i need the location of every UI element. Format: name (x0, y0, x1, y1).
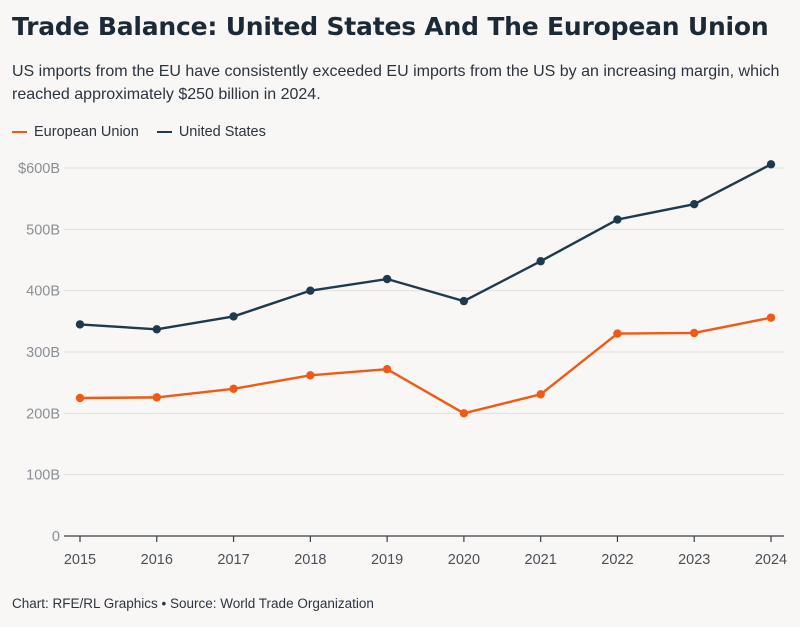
data-point-us (306, 286, 315, 295)
data-point-eu (382, 364, 392, 374)
x-tick-label: 2020 (448, 552, 480, 568)
data-point-us (152, 325, 161, 334)
legend-item-eu: European Union (12, 124, 139, 140)
y-tick-label: 400B (26, 284, 60, 300)
y-tick-label: 0 (52, 529, 60, 545)
gridlines (64, 167, 784, 476)
legend-swatch-us (156, 131, 172, 133)
data-point-us (690, 199, 699, 209)
series-line-eu (79, 316, 772, 415)
data-point-eu (75, 393, 85, 403)
y-axis-labels: 0 100B 200B 300B 400B 500B $600B (18, 161, 60, 545)
x-tick-label: 2015 (64, 552, 96, 568)
data-point-us (75, 320, 85, 329)
x-tick-label: 2023 (678, 552, 710, 568)
data-point-us (536, 257, 545, 266)
series-line-us (79, 163, 772, 331)
data-point-us (229, 312, 238, 321)
legend-label-us: United States (178, 124, 266, 140)
data-point-eu (613, 329, 622, 338)
data-point-eu (690, 328, 699, 338)
data-point-us (766, 160, 776, 169)
series-group (75, 160, 776, 418)
data-point-eu (306, 371, 315, 380)
legend-swatch-eu (12, 131, 27, 133)
x-tick-label: 2018 (294, 552, 326, 568)
legend-label-eu: European Union (34, 124, 139, 140)
chart-footer: Chart: RFE/RL Graphics • Source: World T… (12, 596, 374, 611)
y-tick-label: 200B (26, 406, 60, 422)
y-tick-label: 100B (26, 468, 60, 484)
data-point-eu (459, 409, 469, 418)
x-tick-label: 2019 (371, 552, 403, 568)
x-tick-label: 2021 (525, 552, 557, 568)
data-point-eu (536, 390, 545, 399)
x-tick-label: 2022 (601, 552, 633, 568)
y-tick-label: 300B (26, 345, 60, 361)
y-tick-label: 500B (26, 222, 60, 238)
y-tick-label: $600B (18, 161, 60, 177)
x-tick-label: 2016 (141, 552, 173, 568)
x-tick-label: 2017 (217, 552, 249, 568)
chart-legend: European Union United States (12, 124, 284, 140)
x-tick-label: 2024 (755, 552, 787, 568)
data-point-eu (766, 313, 776, 322)
legend-item-us: United States (156, 124, 266, 140)
x-axis: 2015 2016 2017 2018 2019 2020 2021 2022 2023 2024 (64, 535, 787, 568)
data-point-eu (152, 393, 161, 402)
data-point-eu (229, 384, 238, 393)
data-point-us (459, 296, 469, 306)
data-point-us (382, 274, 392, 284)
chart-title: Trade Balance: United States And The Eur… (12, 12, 769, 41)
chart-subtitle: US imports from the EU have consistently… (12, 63, 780, 103)
data-point-us (613, 215, 622, 224)
